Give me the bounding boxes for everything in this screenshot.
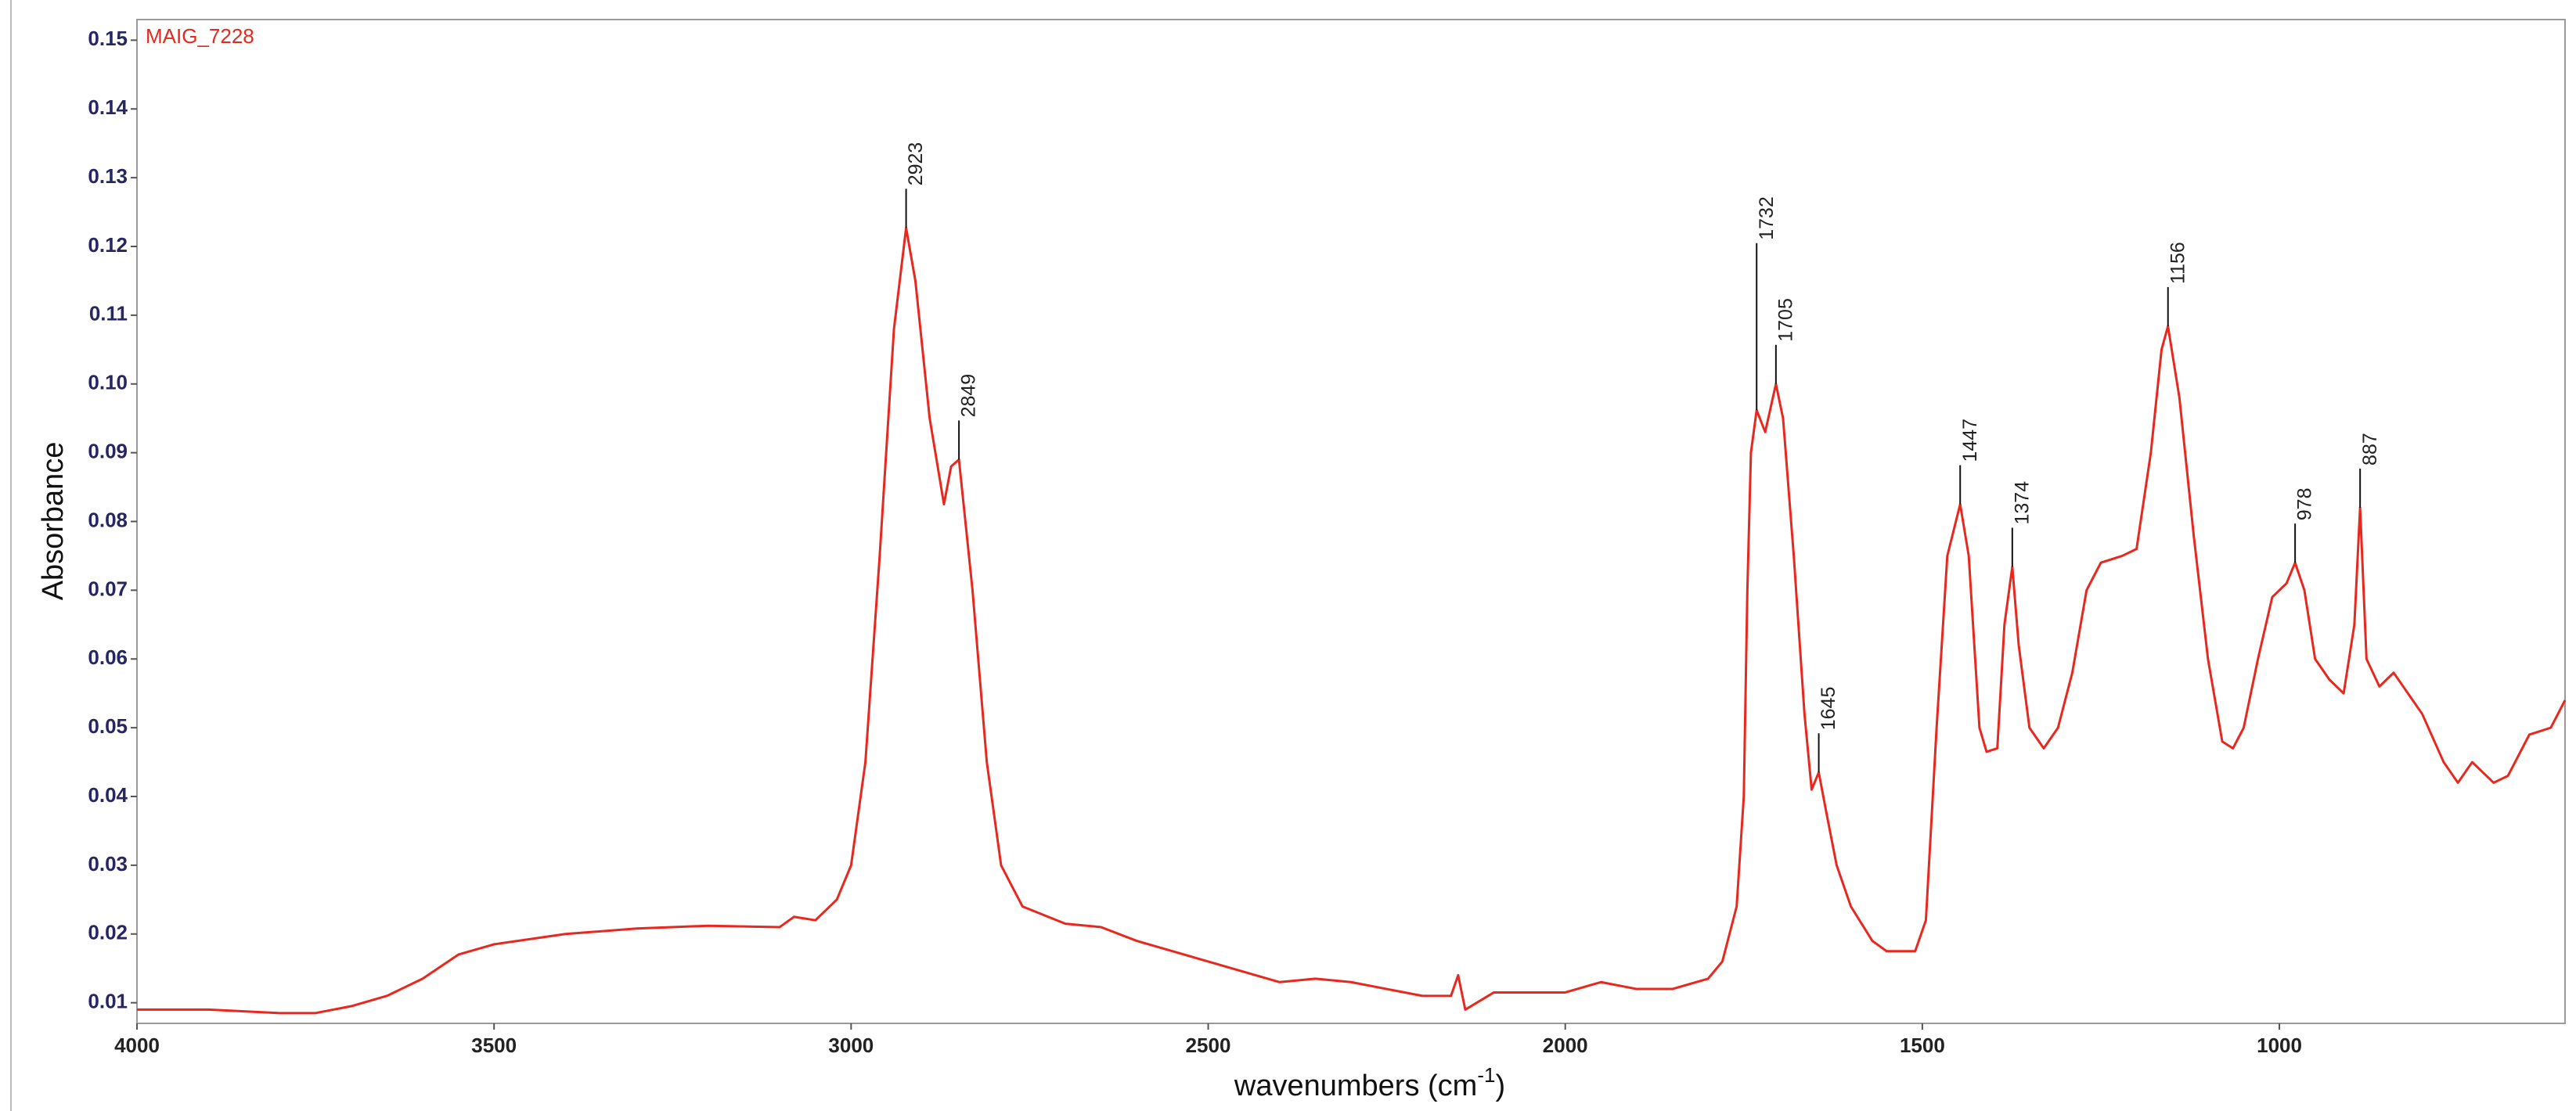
- y-tick-label: 0.01: [88, 990, 128, 1013]
- peak-label: 978: [2294, 488, 2316, 521]
- y-tick-label: 0.03: [88, 852, 128, 875]
- y-tick-label: 0.08: [88, 508, 128, 531]
- spectrum-line: [137, 226, 2567, 1015]
- y-tick-label: 0.14: [88, 95, 128, 119]
- y-tick-label: 0.12: [88, 233, 128, 257]
- peak-label: 1645: [1818, 687, 1839, 731]
- x-tick-label: 2000: [1543, 1034, 1588, 1057]
- y-tick-label: 0.09: [88, 439, 128, 462]
- y-axis-label: Absorbance: [37, 442, 70, 601]
- y-tick-label: 0.11: [89, 302, 128, 325]
- x-tick-label: 3500: [471, 1034, 517, 1057]
- y-tick-label: 0.02: [88, 921, 128, 944]
- x-axis-label-part: wavenumbers (cm: [1234, 1070, 1477, 1102]
- series-title: MAIG_7228: [146, 24, 254, 48]
- x-tick-label: 2500: [1186, 1034, 1231, 1057]
- y-tick-label: 0.15: [88, 27, 128, 50]
- y-tick-label: 0.10: [88, 371, 128, 394]
- peak-label: 2923: [905, 142, 927, 186]
- x-tick-label: 1000: [2257, 1034, 2302, 1057]
- y-tick-label: 0.07: [88, 577, 128, 600]
- x-tick-label: 1500: [1900, 1034, 1945, 1057]
- x-tick-label: 3000: [828, 1034, 874, 1057]
- peak-label: 1705: [1774, 298, 1796, 342]
- y-tick-label: 0.05: [88, 714, 128, 738]
- peak-label: 1447: [1959, 419, 1981, 462]
- y-tick-label: 0.04: [88, 783, 128, 807]
- peak-label: 1732: [1756, 196, 1778, 240]
- x-tick-label: 4000: [114, 1034, 160, 1057]
- peak-label: 1156: [2167, 242, 2189, 284]
- y-tick-label: 0.06: [88, 645, 128, 669]
- peak-label: 887: [2359, 433, 2381, 466]
- x-axis-label-part: ): [1495, 1070, 1505, 1102]
- peak-label: 1374: [2011, 481, 2033, 525]
- peak-label: 2849: [958, 374, 980, 418]
- x-axis-label: wavenumbers (cm-1): [1234, 1063, 1505, 1102]
- y-tick-label: 0.13: [88, 164, 128, 188]
- x-axis-label-sup: -1: [1477, 1063, 1495, 1087]
